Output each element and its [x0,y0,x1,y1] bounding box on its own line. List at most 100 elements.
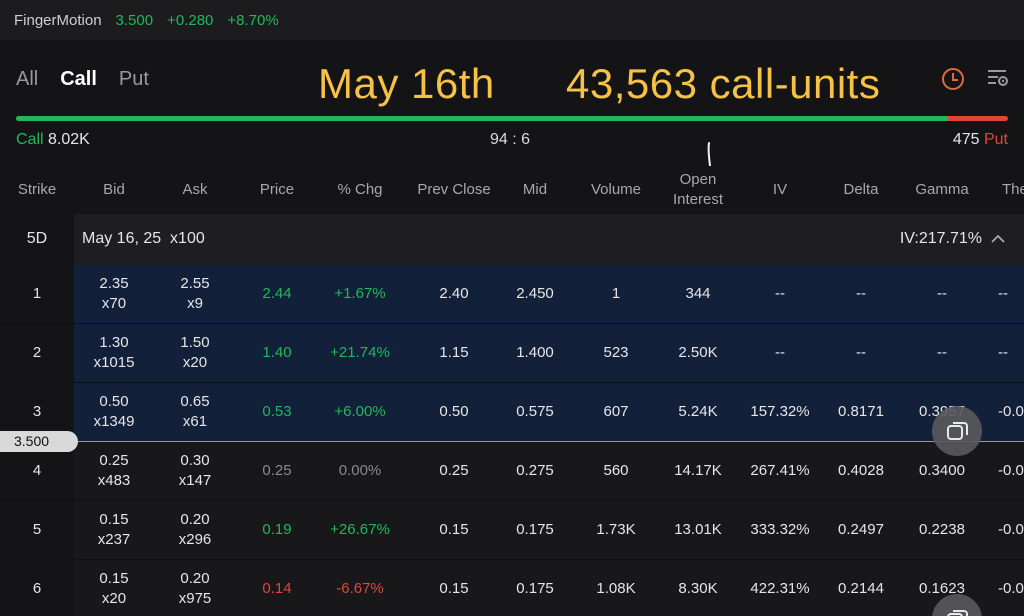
price-cell: 0.14 [262,580,292,597]
column-header-open-interest[interactable]: Open Interest [668,170,728,210]
ask-cell: 0.65 x61 [154,392,236,432]
bid-value: 0.50 [99,393,129,410]
put-volume-summary: 475 Put [953,131,1008,149]
gamma-cell: -- [937,285,947,302]
ticker-bar: FingerMotion 3.500 +0.280 +8.70% [0,0,1024,40]
ask-cell: 0.20 x296 [154,510,236,550]
bid-cell: 0.15 x237 [74,510,154,550]
table-row[interactable]: 1 2.35 x70 2.55 x9 2.44 +1.67% 2.40 2.450 1 344 -- -… [0,265,1024,323]
column-settings-icon[interactable] [986,66,1010,90]
open-interest-cell: 344 [685,285,711,302]
clock-icon[interactable] [942,68,964,90]
iv-cell: 422.31% [750,580,810,597]
strike-cell: 6 [32,580,42,597]
column-header-iv[interactable]: IV [772,181,788,198]
ask-value: 0.20 [180,570,210,587]
theta-cell: -- [998,285,1008,302]
bid-size: x20 [101,590,127,607]
column-header-bid[interactable]: Bid [103,181,125,198]
ask-value: 0.30 [180,452,210,469]
ticker-price: 3.500 [115,11,154,29]
pct-chg-cell: +21.74% [330,344,390,361]
ticker-change-pct: +8.70% [227,11,279,29]
bid-cell: 2.35 x70 [74,274,154,314]
expiry-days-cell [0,214,74,265]
ticker-change: +0.280 [167,11,214,29]
strike-cell: 3 [32,403,42,420]
pct-chg-cell: +26.67% [330,521,390,538]
column-header-pct-chg[interactable]: % Chg [337,181,383,198]
ask-size: x9 [187,295,203,312]
delta-cell: 0.2144 [838,580,884,597]
column-header-volume[interactable]: Volume [590,181,642,198]
put-label: Put [983,131,1008,148]
expiry-group-row[interactable]: 5D May 16, 25 x100 IV:217.71% [0,214,1024,265]
ask-cell: 1.50 x20 [154,333,236,373]
column-header-price[interactable]: Price [259,181,295,198]
mid-cell: 0.575 [516,403,554,420]
volume-cell: 1.73K [596,521,636,538]
table-row[interactable]: 3 0.50 x1349 0.65 x61 0.53 +6.00% 0.50 0.575 607 5… [0,383,1024,441]
price-cell: 0.25 [262,462,292,479]
delta-cell: -- [856,344,866,361]
bid-cell: 0.50 x1349 [74,392,154,432]
iv-cell: 267.41% [750,462,810,479]
ask-size: x147 [178,472,212,489]
table-row[interactable]: 5 0.15 x237 0.20 x296 0.19 +26.67% 0.15 0.175 1.7… [0,501,1024,559]
table-row[interactable]: 2 1.30 x1015 1.50 x20 1.40 +21.74% 1.15 1.400 523… [0,324,1024,382]
tab-all[interactable]: All [16,68,39,90]
column-header-prev-close[interactable]: Prev Close [417,181,491,198]
strike-cell: 5 [32,521,42,538]
gamma-cell: 0.1623 [919,580,965,597]
delta-cell: 0.8171 [838,403,884,420]
theta-cell: -0.0 [998,580,1024,597]
theta-cell: -0.0 [998,462,1024,479]
ask-value: 1.50 [180,334,210,351]
column-header-strike[interactable]: Strike [17,181,57,198]
annotation-call-units: 43,563 call-units [566,60,881,107]
column-header-gamma[interactable]: Gamma [915,181,969,198]
iv-cell: 333.32% [750,521,810,538]
column-header-open-interest-line2: Interest [672,191,724,208]
collapse-chevron-up-icon[interactable] [990,232,1006,246]
column-header-ask[interactable]: Ask [182,181,208,198]
table-header: Strike Bid Ask Price % Chg Prev Close Mi… [0,166,1024,214]
bid-size: x70 [101,295,127,312]
volume-cell: 1.08K [596,580,636,597]
strike-column-bg [0,501,74,559]
put-volume-value: 475 [952,131,980,148]
floating-window-button[interactable] [932,406,982,456]
gamma-cell: 0.2238 [919,521,965,538]
ask-value: 0.65 [180,393,210,410]
strike-cell: 4 [32,462,42,479]
call-volume-value: 8.02K [48,131,90,148]
window-switch-icon [947,610,968,616]
column-header-theta[interactable]: The [1002,181,1024,198]
ticker-name[interactable]: FingerMotion [14,11,102,29]
iv-cell: 157.32% [750,403,810,420]
call-label: Call [16,131,44,148]
bid-size: x1015 [93,354,135,371]
options-toolbar: All Call Put May 16th 43,563 call-units … [0,40,1024,191]
bid-cell: 0.25 x483 [74,451,154,491]
iv-cell: -- [775,285,785,302]
ask-cell: 2.55 x9 [154,274,236,314]
pct-chg-cell: +1.67% [334,285,386,302]
table-row[interactable]: 4 0.25 x483 0.30 x147 0.25 0.00% 0.25 0.275 560 14… [0,442,1024,500]
tab-call[interactable]: Call [60,68,97,90]
prev-close-cell: 1.15 [439,344,469,361]
floating-window-button-2[interactable] [932,594,982,616]
column-header-mid[interactable]: Mid [522,181,548,198]
delta-cell: 0.4028 [838,462,884,479]
table-row[interactable]: 6 0.15 x20 0.20 x975 0.14 -6.67% 0.15 0.175 1.08K… [0,560,1024,616]
ask-size: x61 [182,413,208,430]
gamma-cell: -- [937,344,947,361]
ask-value: 0.20 [180,511,210,528]
tab-put[interactable]: Put [118,68,149,90]
prev-close-cell: 2.40 [439,285,469,302]
bid-value: 2.35 [99,275,129,292]
pct-chg-cell: +6.00% [334,403,386,420]
mid-cell: 1.400 [516,344,554,361]
column-header-delta[interactable]: Delta [843,181,879,198]
annotation-date: May 16th [318,60,495,107]
